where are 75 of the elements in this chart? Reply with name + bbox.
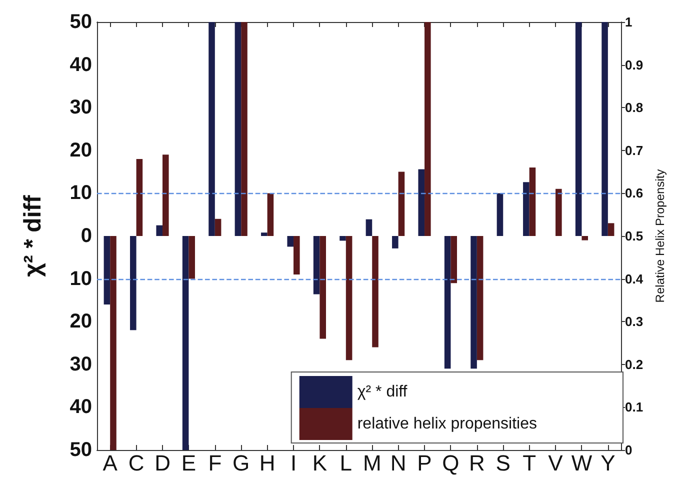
y-tick-label: 50: [70, 439, 92, 461]
bar: [366, 219, 372, 236]
y-tick-label: 40: [70, 54, 92, 76]
y-tick-label: 0: [80, 225, 92, 247]
bar: [294, 236, 300, 275]
x-tick-label: S: [496, 450, 510, 476]
y2-tick-label: 0.4: [625, 271, 644, 286]
bar: [608, 223, 614, 236]
x-tick-label: E: [181, 450, 196, 476]
bar: [372, 236, 378, 348]
x-tick-label: L: [340, 450, 352, 476]
bar: [346, 236, 352, 360]
x-tick-label: C: [128, 450, 144, 476]
x-tick-label: I: [290, 450, 297, 476]
bar: [575, 22, 582, 236]
bar: [156, 225, 163, 236]
bar: [130, 236, 136, 330]
y2-tick-label: 0.6: [625, 186, 644, 201]
bar: [287, 236, 294, 247]
bar: [556, 188, 562, 236]
bar: [602, 22, 608, 236]
y-tick-label: 30: [70, 96, 92, 119]
y2-tick-label: 0.3: [625, 314, 644, 330]
bar: [261, 232, 268, 236]
bar: [392, 236, 398, 248]
bar: [424, 22, 431, 236]
y2-tick-label: 1: [625, 14, 632, 30]
y2-axis-title: Relative Helix Propensity: [653, 169, 667, 303]
x-tick-label: K: [312, 450, 328, 476]
legend-label: χ² * diff: [357, 384, 408, 400]
bar: [267, 193, 274, 236]
bar: [582, 236, 588, 240]
bar: [214, 218, 222, 236]
bar: [104, 236, 110, 304]
y2-tick-label: 0.2: [625, 356, 644, 372]
x-tick-label: R: [468, 450, 485, 476]
legend-label: relative helix propensities: [357, 416, 538, 432]
y-tick-label: 10: [70, 182, 92, 204]
y-axis-title: χ² * diff: [20, 194, 46, 277]
bar: [340, 236, 346, 241]
x-tick-label: M: [362, 450, 382, 476]
y2-tick-label: 0.8: [625, 100, 644, 116]
x-tick-label: Y: [600, 450, 616, 476]
x-tick-label: D: [154, 450, 170, 476]
y-tick-label: 40: [70, 396, 92, 418]
x-tick-label: Q: [442, 450, 460, 476]
bar: [188, 236, 195, 279]
x-tick-label: T: [522, 450, 536, 476]
bar: [208, 22, 215, 236]
x-tick-label: A: [102, 450, 118, 476]
y2-tick-label: 0: [625, 442, 632, 458]
x-tick-label: V: [548, 450, 564, 476]
y2-tick-label: 0.7: [625, 142, 644, 158]
x-tick-label: W: [571, 450, 592, 476]
x-tick-label: H: [259, 450, 276, 476]
x-tick-label: G: [232, 450, 250, 476]
y-tick-label: 50: [70, 11, 92, 33]
bar: [444, 236, 451, 369]
bar: [418, 169, 425, 236]
y-tick-label: 10: [70, 268, 92, 290]
x-tick-label: F: [208, 450, 222, 476]
x-tick-label: P: [417, 450, 432, 476]
bar: [398, 172, 405, 236]
y2-tick-label: 0.1: [625, 400, 644, 415]
bar: [496, 193, 504, 236]
y2-tick-label: 0.9: [625, 57, 644, 72]
y2-tick-label: 0.5: [625, 228, 644, 244]
y-tick-label: 20: [70, 310, 92, 333]
bar: [182, 236, 189, 450]
y-tick-label: 30: [70, 353, 92, 376]
bar: [162, 154, 169, 236]
x-tick-label: N: [390, 450, 406, 476]
bar: [110, 236, 116, 450]
bar: [136, 158, 143, 236]
y-tick-label: 20: [70, 139, 92, 162]
